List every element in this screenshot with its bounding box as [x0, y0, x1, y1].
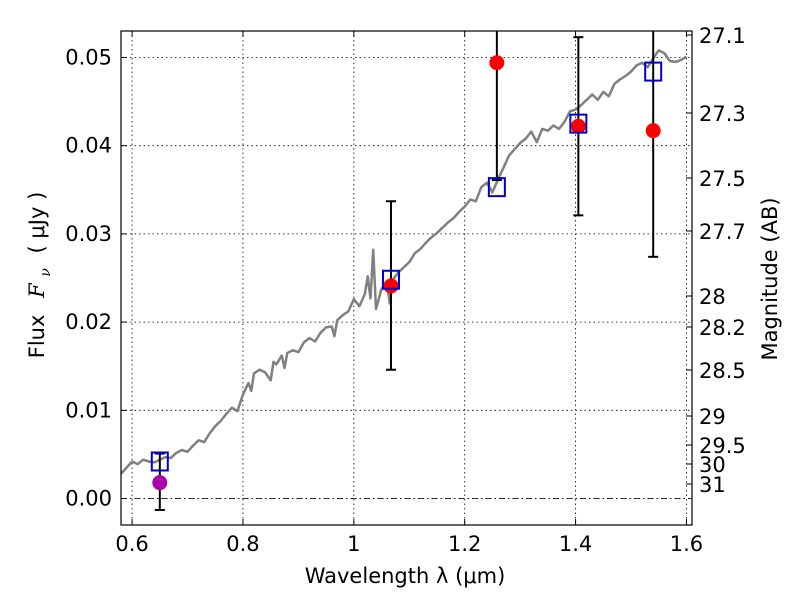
model-square-4: [644, 61, 663, 82]
observed-point-0: [152, 475, 168, 491]
x-tick-label-4: 1.4: [559, 532, 592, 556]
y-axis-title-symbol: F: [25, 282, 49, 299]
y2-axis-title: Magnitude (AB): [758, 197, 782, 360]
grid: [121, 31, 692, 525]
y-tick-label-4: 0.04: [65, 134, 112, 158]
model-square-1: [381, 269, 400, 290]
y-axis-title-flux: Flux: [25, 315, 49, 359]
magnitude-tick-label-3: 27.7: [699, 220, 746, 244]
observed-point-4: [645, 123, 661, 139]
y-tick-label-0: 0.00: [65, 487, 112, 511]
y-axis-title-unit: ( μJy ): [25, 192, 49, 254]
magnitude-tick-label-5: 28.2: [699, 316, 746, 340]
y-axis-title-subscript: ν: [38, 268, 54, 277]
magnitude-tick-label-6: 28.5: [699, 359, 746, 383]
magnitude-tick-label-7: 29: [699, 405, 726, 429]
observed-point-1: [383, 278, 399, 294]
error-bar-2: [491, 31, 502, 182]
magnitude-tick-label-0: 27.1: [699, 24, 746, 48]
spectrum-line: [121, 49, 688, 475]
observed-point-2: [489, 55, 505, 71]
y-axis-title: Flux F ν ( μJy ): [25, 192, 55, 359]
magnitude-tick-label-2: 27.5: [699, 167, 746, 191]
x-tick-label-1: 0.8: [226, 532, 259, 556]
magnitude-tick-label-1: 27.3: [699, 102, 746, 126]
magnitude-tick-label-10: 31: [699, 473, 726, 497]
y-tick-label-1: 0.01: [65, 398, 112, 422]
x-tick-label-3: 1.2: [448, 532, 481, 556]
model-square-0: [150, 451, 169, 472]
axes: 0.6 0.8 1 1.2 1.4 1.6 0.00 0.01 0.02 0.03 0.04 0.05…: [65, 24, 746, 556]
model-square-3: [569, 113, 588, 134]
observed-point-3: [570, 118, 586, 134]
magnitude-tick-label-9: 30: [699, 453, 726, 477]
plot-area: [121, 31, 688, 512]
x-axis-title: Wavelength λ (μm): [305, 564, 506, 588]
magnitude-tick-label-8: 29.5: [699, 434, 746, 458]
magnitude-tick-label-4: 28: [699, 285, 726, 309]
x-tick-label-5: 1.6: [670, 532, 703, 556]
plot-frame: [120, 30, 693, 526]
model-square-2: [487, 177, 506, 198]
x-tick-label-0: 0.6: [115, 532, 148, 556]
y-tick-label-2: 0.02: [65, 310, 112, 334]
y-tick-label-5: 0.05: [65, 45, 112, 69]
y-tick-label-3: 0.03: [65, 222, 112, 246]
x-tick-label-2: 1: [347, 532, 360, 556]
